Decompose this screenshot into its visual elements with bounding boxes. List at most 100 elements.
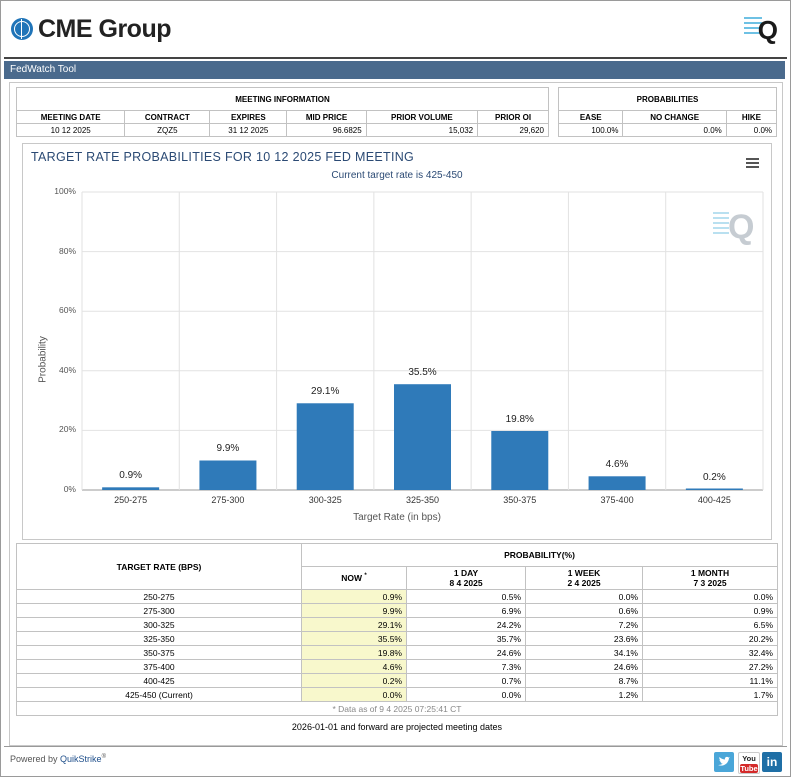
target-rate-cell: 425-450 (Current) [16,687,302,702]
header-divider [4,57,787,59]
bar-300-325[interactable] [296,403,354,490]
col-now: NOW * [301,566,407,590]
one-week-prob-cell: 24.6% [525,659,643,674]
col-expires: EXPIRES [209,110,288,124]
y-tick-label: 0% [63,484,76,494]
meeting-date-value: 10 12 2025 [15,123,126,137]
x-axis-title: Target Rate (in bps) [353,512,441,523]
header: CME Group Q [1,1,788,57]
target-rate-cell: 300-325 [16,617,302,632]
one-month-prob-cell: 6.5% [642,617,778,632]
col-probability-group: PROBABILITY(%) [301,543,778,567]
footer-divider [4,746,787,747]
x-tick-label: 300-325 [308,495,342,505]
table-row: 325-350 35.5% 35.7% 23.6% 20.2% [16,631,778,646]
bar-value-label: 4.6% [605,459,629,471]
x-tick-label: 325-350 [405,495,440,505]
col-now-mark: * [364,573,367,580]
bar-275-300[interactable] [199,460,257,490]
table-row: 275-300 9.9% 6.9% 0.6% 0.9% [16,603,778,618]
chart-watermark: Q [728,208,755,246]
col-1-month-date: 7 3 2025 [693,578,727,588]
hike-value: 0.0% [725,123,778,137]
twitter-bird-icon [718,756,730,766]
one-month-prob-cell: 0.0% [642,589,778,604]
y-tick-label: 60% [58,305,76,316]
one-day-prob-cell: 0.0% [406,687,526,702]
col-1-month: 1 MONTH 7 3 2025 [642,566,778,590]
x-tick-label: 350-375 [503,495,537,505]
target-rate-cell: 400-425 [16,673,302,688]
chart-subtitle: Current target rate is 425-450 [331,170,463,181]
col-prior-volume: PRIOR VOLUME [365,110,479,124]
one-month-prob-cell: 32.4% [642,645,778,660]
col-1-week: 1 WEEK 2 4 2025 [525,566,643,590]
now-prob-cell: 29.1% [301,617,407,632]
no-change-value: 0.0% [622,123,727,137]
bar-value-label: 35.5% [408,367,437,379]
quikstrike-q-logo[interactable]: Q [757,15,778,45]
youtube-icon[interactable]: You Tube [738,752,760,774]
one-month-prob-cell: 27.2% [642,659,778,674]
one-week-prob-cell: 8.7% [525,673,643,688]
bar-400-425[interactable] [685,488,743,491]
forward-dates-note: 2026-01-01 and forward are projected mee… [291,722,503,732]
col-1-month-label: 1 MONTH [690,568,730,578]
y-tick-label: 20% [58,424,76,435]
powered-prefix: Powered by [10,754,58,764]
bar-350-375[interactable] [491,430,549,490]
cme-group-logo[interactable]: CME Group [7,7,173,51]
chart-container: TARGET RATE PROBABILITIES FOR 10 12 2025… [22,143,772,540]
bar-value-label: 0.9% [119,470,143,482]
col-1-day: 1 DAY 8 4 2025 [406,566,526,590]
y-axis-title: Probability [37,336,49,383]
table-row: 375-400 4.6% 7.3% 24.6% 27.2% [16,659,778,674]
youtube-you-label: You [742,754,756,763]
bar-375-400[interactable] [588,476,646,490]
one-day-prob-cell: 35.7% [406,631,526,646]
one-month-prob-cell: 11.1% [642,673,778,688]
one-week-prob-cell: 7.2% [525,617,643,632]
meeting-info-title: MEETING INFORMATION [16,87,549,111]
youtube-tube-label: Tube [740,764,758,773]
target-rate-cell: 250-275 [16,589,302,604]
now-prob-cell: 0.2% [301,673,407,688]
table-row: 300-325 29.1% 24.2% 7.2% 6.5% [16,617,778,632]
one-day-prob-cell: 7.3% [406,659,526,674]
col-no-change: NO CHANGE [622,110,727,124]
col-1-day-date: 8 4 2025 [449,578,483,588]
y-tick-label: 40% [58,364,76,375]
ease-value: 100.0% [557,123,624,137]
one-week-prob-cell: 34.1% [525,645,643,660]
chart-menu-icon[interactable] [746,158,759,169]
one-month-prob-cell: 0.9% [642,603,778,618]
x-tick-label: 275-300 [211,495,245,505]
now-prob-cell: 0.0% [301,687,407,702]
one-week-prob-cell: 0.6% [525,603,643,618]
one-day-prob-cell: 0.7% [406,673,526,688]
twitter-icon[interactable] [714,752,734,772]
bar-325-350[interactable] [394,384,451,490]
now-prob-cell: 9.9% [301,603,407,618]
bar-value-label: 9.9% [216,443,240,455]
bar-250-275[interactable] [102,487,160,490]
quikstrike-link[interactable]: QuikStrike [60,754,102,764]
col-prior-oi: PRIOR OI [477,110,549,124]
col-target-rate: TARGET RATE (BPS) [16,543,302,590]
bar-value-label: 29.1% [311,386,340,398]
probabilities-table: PROBABILITIES EASE NO CHANGE HIKE 100.0%… [557,87,778,137]
bar-value-label: 0.2% [702,471,726,483]
bar-chart-svg [81,191,764,491]
one-day-prob-cell: 24.6% [406,645,526,660]
col-hike: HIKE [725,110,778,124]
table-row: 350-375 19.8% 24.6% 34.1% 32.4% [16,645,778,660]
x-tick-label: 375-400 [600,495,634,505]
expires-value: 31 12 2025 [209,123,288,137]
col-meeting-date: MEETING DATE [15,110,126,124]
table-row: 400-425 0.2% 0.7% 8.7% 11.1% [16,673,778,688]
col-ease: EASE [557,110,624,124]
prior-oi-value: 29,620 [477,123,549,137]
powered-by: Powered by QuikStrike® [10,754,106,764]
linkedin-icon[interactable]: in [762,752,782,772]
col-contract: CONTRACT [124,110,211,124]
